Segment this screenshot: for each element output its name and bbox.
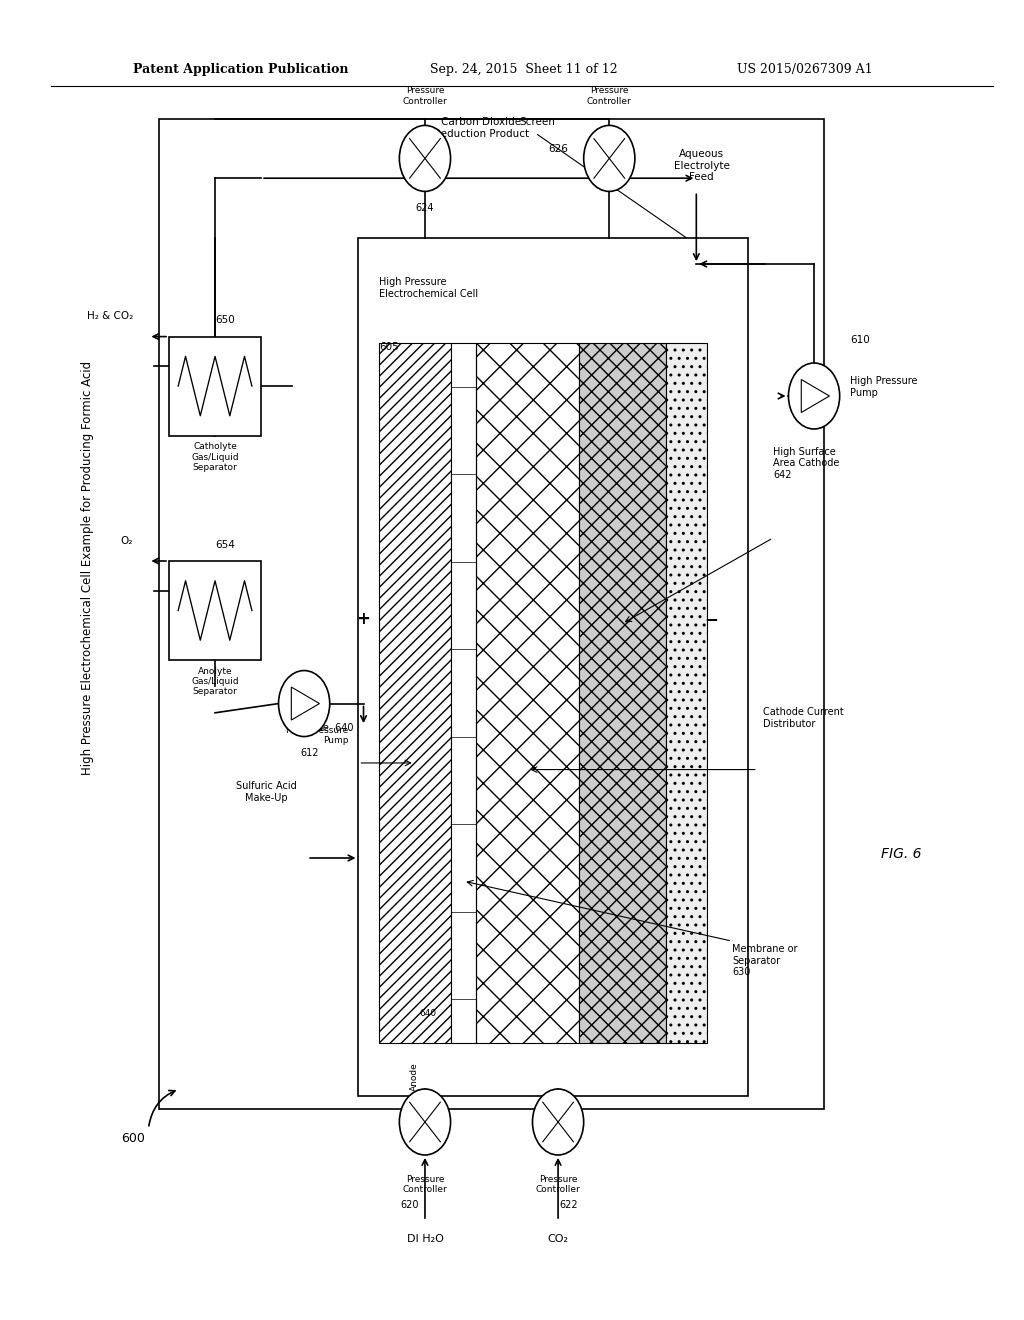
Text: High Pressure
Electrochemical Cell: High Pressure Electrochemical Cell [379,277,478,298]
Text: Pressure
Controller: Pressure Controller [587,86,632,106]
Text: Membrane or
Separator
630: Membrane or Separator 630 [732,944,798,978]
Text: High Pressure Electrochemical Cell Example for Producing Formic Acid: High Pressure Electrochemical Cell Examp… [81,360,93,775]
Text: Sep. 24, 2015  Sheet 11 of 12: Sep. 24, 2015 Sheet 11 of 12 [430,62,617,75]
Text: Cathode Current
Distributor: Cathode Current Distributor [763,708,844,729]
Text: Pressure
Controller: Pressure Controller [402,86,447,106]
Polygon shape [802,380,829,412]
Text: Pressure
Controller: Pressure Controller [536,1175,581,1195]
Text: Aqueous
Electrolyte
Feed: Aqueous Electrolyte Feed [674,149,729,182]
Circle shape [788,363,840,429]
Text: 654: 654 [215,540,236,550]
Text: Carbon Dioxide
Reduction Product: Carbon Dioxide Reduction Product [434,117,528,139]
Text: 624: 624 [416,203,434,214]
Text: Pressure
Controller: Pressure Controller [402,1175,447,1195]
Text: 612: 612 [300,748,318,759]
Bar [379,343,451,1043]
Text: Screen: Screen [519,117,556,128]
Polygon shape [291,686,319,721]
Bar [159,119,824,1109]
Text: 640: 640 [420,1010,437,1019]
Circle shape [399,125,451,191]
Text: Sulfuric Acid
Make-Up: Sulfuric Acid Make-Up [236,781,297,803]
Text: 605: 605 [379,342,398,352]
Circle shape [399,1089,451,1155]
Text: DI H₂O: DI H₂O [407,1234,443,1245]
Text: FIG. 6: FIG. 6 [881,847,922,861]
Bar [666,343,707,1043]
Text: 650: 650 [215,315,236,326]
Text: Anolyte
Gas/Liquid
Separator: Anolyte Gas/Liquid Separator [191,667,239,697]
Text: 610: 610 [850,335,869,346]
Text: 622: 622 [559,1200,578,1210]
Text: H₂ & CO₂: H₂ & CO₂ [87,312,133,322]
Circle shape [584,125,635,191]
Bar [451,343,476,1043]
Text: High Surface
Area Cathode
642: High Surface Area Cathode 642 [773,446,840,480]
Text: Patent Application Publication: Patent Application Publication [133,62,348,75]
Text: 620: 620 [400,1200,419,1210]
Bar [169,561,261,660]
Text: 600: 600 [121,1131,145,1144]
Bar [358,238,748,1096]
Text: Anode  640: Anode 640 [298,723,353,733]
Circle shape [532,1089,584,1155]
Text: US 2015/0267309 A1: US 2015/0267309 A1 [737,62,872,75]
Text: High Pressure
Pump: High Pressure Pump [850,376,918,399]
Bar [476,343,579,1043]
Circle shape [279,671,330,737]
Text: High Pressure
Pump: High Pressure Pump [286,726,348,744]
Text: CO₂: CO₂ [548,1234,568,1245]
Bar [169,337,261,436]
Text: 626: 626 [548,144,568,154]
Text: −: − [705,610,719,628]
Text: +: + [356,610,371,628]
Text: O₂: O₂ [121,536,133,546]
Bar [579,343,666,1043]
Text: Catholyte
Gas/Liquid
Separator: Catholyte Gas/Liquid Separator [191,442,239,473]
Text: Anode: Anode [411,1063,419,1092]
